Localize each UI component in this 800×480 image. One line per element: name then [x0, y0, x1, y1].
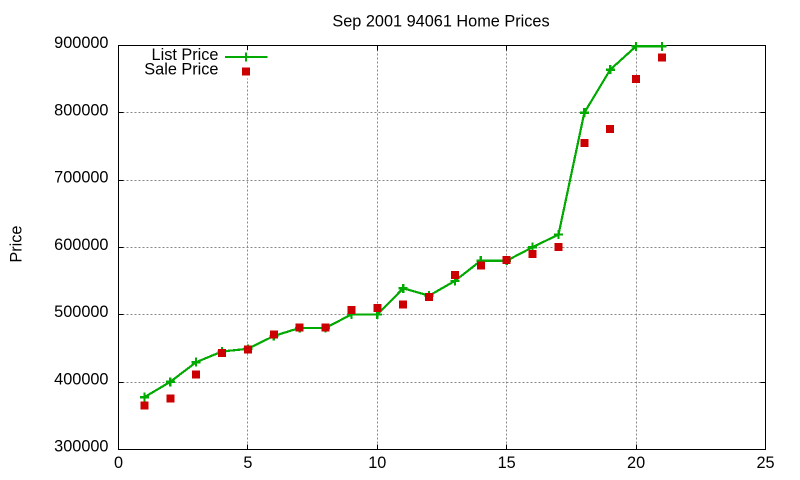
svg-text:10: 10 [368, 454, 386, 472]
svg-text:15: 15 [498, 454, 516, 472]
svg-text:List Price: List Price [152, 46, 219, 64]
svg-text:800000: 800000 [54, 101, 108, 119]
svg-text:300000: 300000 [54, 438, 108, 456]
svg-text:600000: 600000 [54, 236, 108, 254]
svg-text:700000: 700000 [54, 169, 108, 187]
svg-text:25: 25 [756, 454, 774, 472]
svg-text:5: 5 [243, 454, 252, 472]
svg-text:Sep 2001 94061 Home Prices: Sep 2001 94061 Home Prices [332, 13, 549, 31]
svg-text:500000: 500000 [54, 303, 108, 321]
svg-text:Sale Price: Sale Price [144, 60, 218, 78]
svg-text:Price: Price [8, 226, 26, 263]
svg-text:20: 20 [627, 454, 645, 472]
svg-text:0: 0 [114, 454, 123, 472]
svg-text:400000: 400000 [54, 370, 108, 388]
svg-text:900000: 900000 [54, 34, 108, 52]
